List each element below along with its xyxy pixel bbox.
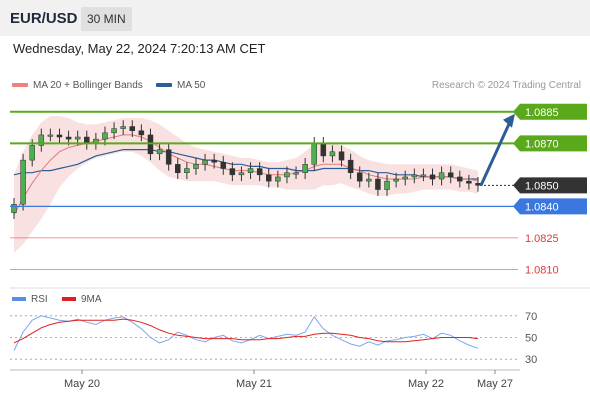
- candle-body: [29, 145, 35, 161]
- candle-body: [129, 126, 136, 131]
- rsi-ma9-line: [13, 318, 479, 344]
- candle-body: [466, 180, 472, 184]
- legend-bollinger: MA 20 + Bollinger Bands: [12, 80, 143, 91]
- rsi-tick-label: 70: [525, 311, 537, 323]
- candle-body: [402, 176, 408, 180]
- candle-body: [47, 134, 54, 137]
- candle-body: [265, 174, 272, 182]
- candle-body: [447, 172, 454, 178]
- candle-body: [384, 180, 390, 190]
- chart-datetime: Wednesday, May 22, 2024 7:20:13 AM CET: [13, 41, 266, 56]
- candle-body: [211, 159, 217, 163]
- candle-body: [438, 172, 445, 180]
- candle-body: [220, 161, 227, 169]
- candle-body: [20, 159, 26, 205]
- x-tick-label: May 22: [408, 378, 444, 390]
- candle-body: [356, 172, 363, 182]
- x-tick-label: May 21: [236, 378, 272, 390]
- legend-bollinger-label: MA 20 + Bollinger Bands: [33, 80, 143, 91]
- level-badge-label: 1.0870: [525, 138, 559, 150]
- rsi-line: [13, 315, 479, 351]
- candle-body: [429, 174, 436, 180]
- level-label: 1.0810: [525, 264, 559, 276]
- x-tick-label: May 20: [64, 378, 100, 390]
- legend-rsi-swatch: [12, 297, 26, 302]
- candle-body: [302, 164, 308, 173]
- candle-body: [293, 172, 299, 175]
- legend-rsi-label: RSI: [31, 294, 48, 305]
- candle-body: [329, 151, 336, 157]
- rsi-tick-label: 30: [525, 354, 537, 366]
- level-badge-label: 1.0885: [525, 107, 559, 119]
- symbol-title: EUR/USD: [10, 10, 78, 27]
- candle-body: [56, 134, 63, 138]
- candle-body: [375, 178, 381, 190]
- level-badge-label: 1.0850: [525, 180, 559, 192]
- x-tick-label: May 27: [477, 378, 513, 390]
- level-badge: [513, 135, 587, 152]
- legend-bollinger-swatch: [12, 83, 28, 88]
- timeframe-badge[interactable]: 30 MIN: [81, 7, 132, 31]
- legend-ma9: 9MA: [62, 294, 102, 305]
- candle-body: [247, 168, 254, 173]
- ma20-line: [13, 134, 479, 216]
- candle-body: [320, 143, 327, 157]
- ma50-line: [13, 149, 478, 180]
- candle-body: [11, 204, 17, 213]
- legend-ma9-label: 9MA: [81, 294, 102, 305]
- candle-body: [411, 174, 418, 178]
- candle-body: [102, 132, 108, 140]
- candle-body: [147, 134, 154, 155]
- candle-body: [366, 178, 372, 182]
- candle-body: [311, 143, 317, 165]
- candle-body: [111, 128, 117, 134]
- candle-body: [338, 151, 345, 161]
- credit-text: Research © 2024 Trading Central: [431, 80, 581, 91]
- candle-body: [229, 168, 236, 176]
- candle-body: [156, 149, 163, 155]
- target-arrow-shaft: [479, 121, 512, 186]
- candle-body: [347, 159, 354, 173]
- candle-body: [284, 172, 290, 178]
- candle-body: [393, 178, 399, 182]
- candle-body: [74, 136, 81, 140]
- level-badge: [513, 198, 587, 215]
- candle-body: [184, 168, 190, 173]
- level-label: 1.0825: [525, 233, 559, 245]
- bollinger-band-area: [14, 116, 478, 253]
- candle-body: [256, 168, 263, 176]
- level-badge-label: 1.0840: [525, 201, 559, 213]
- level-badge: [513, 177, 587, 194]
- candle-body: [420, 174, 427, 177]
- rsi-tick-label: 50: [525, 333, 537, 345]
- candle-body: [38, 134, 45, 146]
- legend-ma50-label: MA 50: [177, 80, 206, 91]
- legend-ma50: MA 50: [156, 80, 205, 91]
- candle-body: [457, 176, 463, 182]
- candle-body: [175, 164, 181, 173]
- candle-body: [238, 172, 245, 176]
- candle-body: [202, 159, 208, 165]
- candle-body: [65, 136, 72, 140]
- level-badge: [513, 103, 587, 120]
- target-arrow-head: [503, 113, 515, 128]
- candle-body: [165, 149, 172, 165]
- candle-body: [193, 164, 199, 169]
- candle-body: [138, 130, 145, 136]
- legend-ma9-swatch: [62, 297, 76, 302]
- legend-ma50-swatch: [156, 83, 172, 88]
- candle-body: [475, 182, 481, 186]
- candle-body: [120, 126, 126, 129]
- legend-rsi: RSI: [12, 294, 48, 305]
- chart-header: EUR/USD 30 MIN: [0, 0, 590, 36]
- candle-body: [275, 176, 281, 182]
